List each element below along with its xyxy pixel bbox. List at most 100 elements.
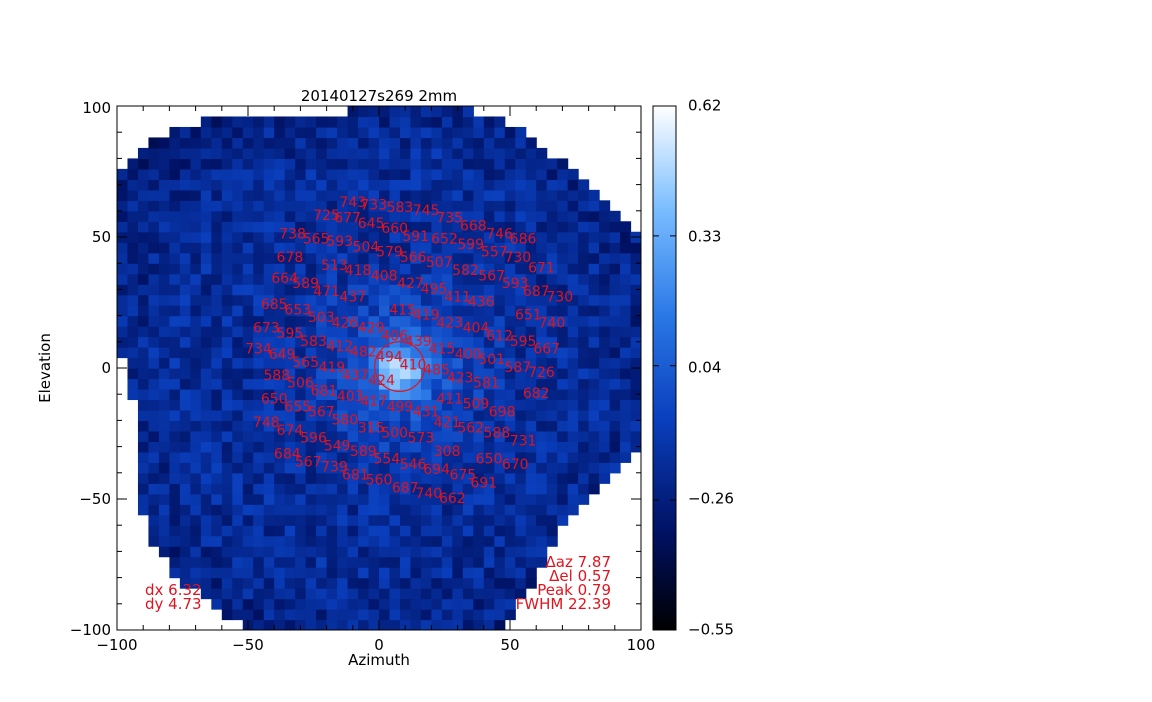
heatmap-cell	[483, 357, 495, 369]
heatmap-cell	[347, 273, 359, 285]
heatmap-cell	[316, 567, 328, 579]
heatmap-cell	[263, 441, 275, 453]
heatmap-cell	[127, 315, 139, 327]
heatmap-cell	[389, 472, 401, 484]
heatmap-cell	[546, 294, 558, 306]
heatmap-cell	[483, 284, 495, 296]
heatmap-cell	[389, 598, 401, 610]
heatmap-cell	[169, 221, 181, 233]
heatmap-cell	[347, 609, 359, 621]
heatmap-cell	[211, 242, 223, 254]
heatmap-cell	[358, 483, 370, 495]
heatmap-cell	[358, 588, 370, 600]
heatmap-cell	[525, 263, 537, 275]
heatmap-cell	[410, 609, 422, 621]
heatmap-cell	[441, 619, 453, 630]
heatmap-cell	[169, 388, 181, 401]
heatmap-cell	[452, 441, 464, 453]
heatmap-cell	[578, 252, 590, 264]
heatmap-cell	[588, 462, 600, 474]
heatmap-cell	[494, 609, 506, 621]
heatmap-cell	[221, 368, 233, 380]
heatmap-cell	[420, 221, 432, 233]
detector-label: 678	[277, 250, 304, 266]
heatmap-cell	[620, 326, 632, 338]
heatmap-cell	[347, 577, 359, 589]
heatmap-cell	[525, 504, 537, 516]
heatmap-cell	[326, 441, 338, 453]
heatmap-cell	[399, 430, 412, 442]
detector-label: 408	[371, 268, 398, 284]
heatmap-cell	[326, 430, 338, 442]
heatmap-cell	[620, 315, 632, 327]
heatmap-cell	[368, 504, 380, 516]
heatmap-cell	[337, 451, 349, 463]
heatmap-cell	[578, 294, 590, 306]
heatmap-cell	[483, 179, 495, 191]
heatmap-cell	[410, 493, 422, 505]
heatmap-cell	[420, 525, 432, 537]
detector-label: 725	[313, 208, 340, 224]
heatmap-cell	[137, 441, 150, 453]
heatmap-cell	[284, 525, 296, 537]
heatmap-cell	[525, 546, 537, 558]
heatmap-cell	[525, 347, 537, 359]
heatmap-cell	[263, 242, 275, 254]
heatmap-cell	[473, 546, 485, 558]
heatmap-cell	[284, 420, 296, 432]
heatmap-cell	[284, 294, 296, 306]
heatmap-cell	[557, 347, 569, 359]
heatmap-cell	[410, 619, 422, 630]
heatmap-cell	[253, 588, 265, 600]
heatmap-cell	[557, 336, 569, 348]
heatmap-cell	[284, 252, 296, 264]
heatmap-cell	[316, 472, 328, 484]
heatmap-cell	[316, 420, 328, 432]
heatmap-cell	[148, 252, 160, 264]
heatmap-cell	[347, 483, 359, 495]
heatmap-cell	[179, 242, 191, 254]
x-tick-labels: −100 −50 0 50 100	[96, 636, 655, 654]
heatmap-cell	[420, 609, 432, 621]
heatmap-cell	[462, 598, 474, 610]
heatmap-cell	[504, 305, 516, 317]
heatmap-cell	[494, 357, 506, 369]
heatmap-cell	[242, 284, 254, 296]
heatmap-cell	[525, 378, 537, 390]
heatmap-cell	[200, 368, 212, 380]
detector-label: 417	[360, 394, 387, 410]
heatmap-cell	[494, 336, 506, 348]
heatmap-cell	[117, 189, 129, 201]
heatmap-cell	[368, 483, 380, 495]
heatmap-cell	[368, 609, 380, 621]
heatmap-cell	[117, 200, 129, 212]
heatmap-cell	[483, 168, 495, 180]
heatmap-cell	[588, 483, 600, 495]
heatmap-cell	[399, 462, 412, 474]
heatmap-cell	[515, 441, 527, 453]
heatmap-cell	[620, 409, 632, 421]
heatmap-cell	[137, 409, 150, 421]
heatmap-cell	[599, 368, 611, 380]
heatmap-cell	[274, 399, 286, 411]
heatmap-cell	[274, 273, 286, 285]
heatmap-cell	[462, 493, 474, 505]
detector-label: 582	[452, 263, 479, 279]
heatmap-cell	[431, 273, 443, 285]
heatmap-cell	[609, 284, 621, 296]
heatmap-cell	[305, 514, 317, 526]
heatmap-cell	[179, 315, 191, 327]
heatmap-cell	[169, 441, 181, 453]
heatmap-cell	[630, 441, 641, 453]
heatmap-cell	[169, 483, 181, 495]
heatmap-cell	[494, 483, 506, 495]
heatmap-cell	[525, 179, 537, 191]
heatmap-cell	[588, 388, 600, 401]
heatmap-cell	[221, 483, 233, 495]
heatmap-cell	[420, 210, 432, 222]
heatmap-cell	[630, 430, 641, 442]
heatmap-cell	[620, 378, 632, 390]
heatmap-cell	[399, 441, 412, 453]
heatmap-cell	[410, 221, 422, 233]
heatmap-cell	[137, 200, 150, 212]
